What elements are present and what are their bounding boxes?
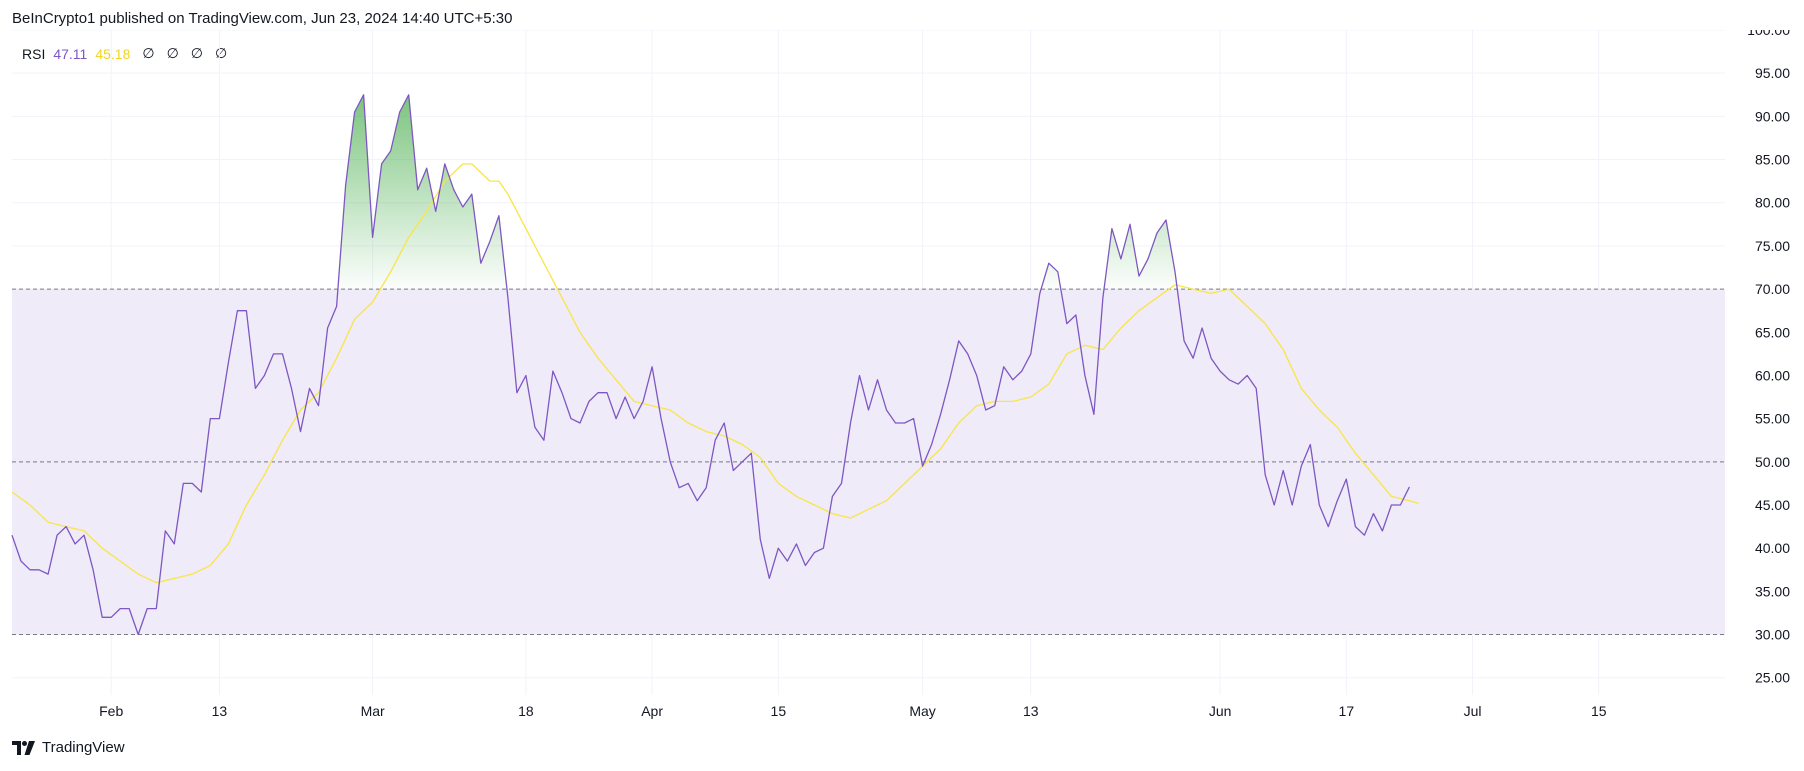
y-tick-label: 45.00 <box>1755 497 1790 513</box>
na-value-3: ∅ <box>190 45 203 61</box>
x-tick-label: 13 <box>212 703 228 719</box>
x-tick-label: Apr <box>641 703 663 719</box>
y-tick-label: 80.00 <box>1755 195 1790 211</box>
y-tick-label: 35.00 <box>1755 583 1790 599</box>
x-tick-label: Jul <box>1464 703 1482 719</box>
y-tick-label: 95.00 <box>1755 65 1790 81</box>
overbought-fill <box>12 94 1410 290</box>
x-tick-label: 17 <box>1339 703 1355 719</box>
y-tick-label: 85.00 <box>1755 152 1790 168</box>
footer-brand[interactable]: TradingView <box>12 739 125 756</box>
x-tick-label: 13 <box>1023 703 1039 719</box>
x-tick-label: Jun <box>1209 703 1232 719</box>
na-value-4: ∅ <box>215 45 228 61</box>
tradingview-logo-icon <box>12 740 35 755</box>
y-tick-label: 65.00 <box>1755 324 1790 340</box>
y-tick-label: 25.00 <box>1755 670 1790 686</box>
y-tick-label: 70.00 <box>1755 281 1790 297</box>
na-value-1: ∅ <box>142 45 155 61</box>
rsi-value: 47.11 <box>53 45 88 62</box>
ma-value: 45.18 <box>95 45 131 62</box>
y-tick-label: 60.00 <box>1755 367 1790 383</box>
y-tick-label: 55.00 <box>1755 411 1790 427</box>
rsi-chart[interactable]: 25.00 30.00 35.00 40.00 45.00 50.00 55.00 60.00… <box>0 30 1804 735</box>
indicator-legend: RSI 47.11 45.18 ∅ ∅ ∅ ∅ <box>22 45 227 62</box>
x-tick-label: Feb <box>99 703 123 719</box>
y-tick-label: 50.00 <box>1755 454 1790 470</box>
y-tick-label: 100.00 <box>1747 30 1790 38</box>
y-tick-label: 40.00 <box>1755 540 1790 556</box>
x-tick-label: 15 <box>771 703 787 719</box>
rsi-series-line <box>11 94 1410 636</box>
ma-series-line <box>11 163 1419 584</box>
y-tick-label: 75.00 <box>1755 238 1790 254</box>
attribution-text: BeInCrypto1 published on TradingView.com… <box>12 10 513 27</box>
x-tick-label: May <box>909 703 935 719</box>
x-tick-label: 18 <box>518 703 534 719</box>
x-tick-label: 15 <box>1591 703 1607 719</box>
x-tick-label: Mar <box>361 703 385 719</box>
na-value-2: ∅ <box>166 45 179 61</box>
indicator-name[interactable]: RSI <box>22 45 46 62</box>
tradingview-brand-text: TradingView <box>42 739 125 756</box>
y-tick-label: 30.00 <box>1755 627 1790 643</box>
y-tick-label: 90.00 <box>1755 108 1790 124</box>
